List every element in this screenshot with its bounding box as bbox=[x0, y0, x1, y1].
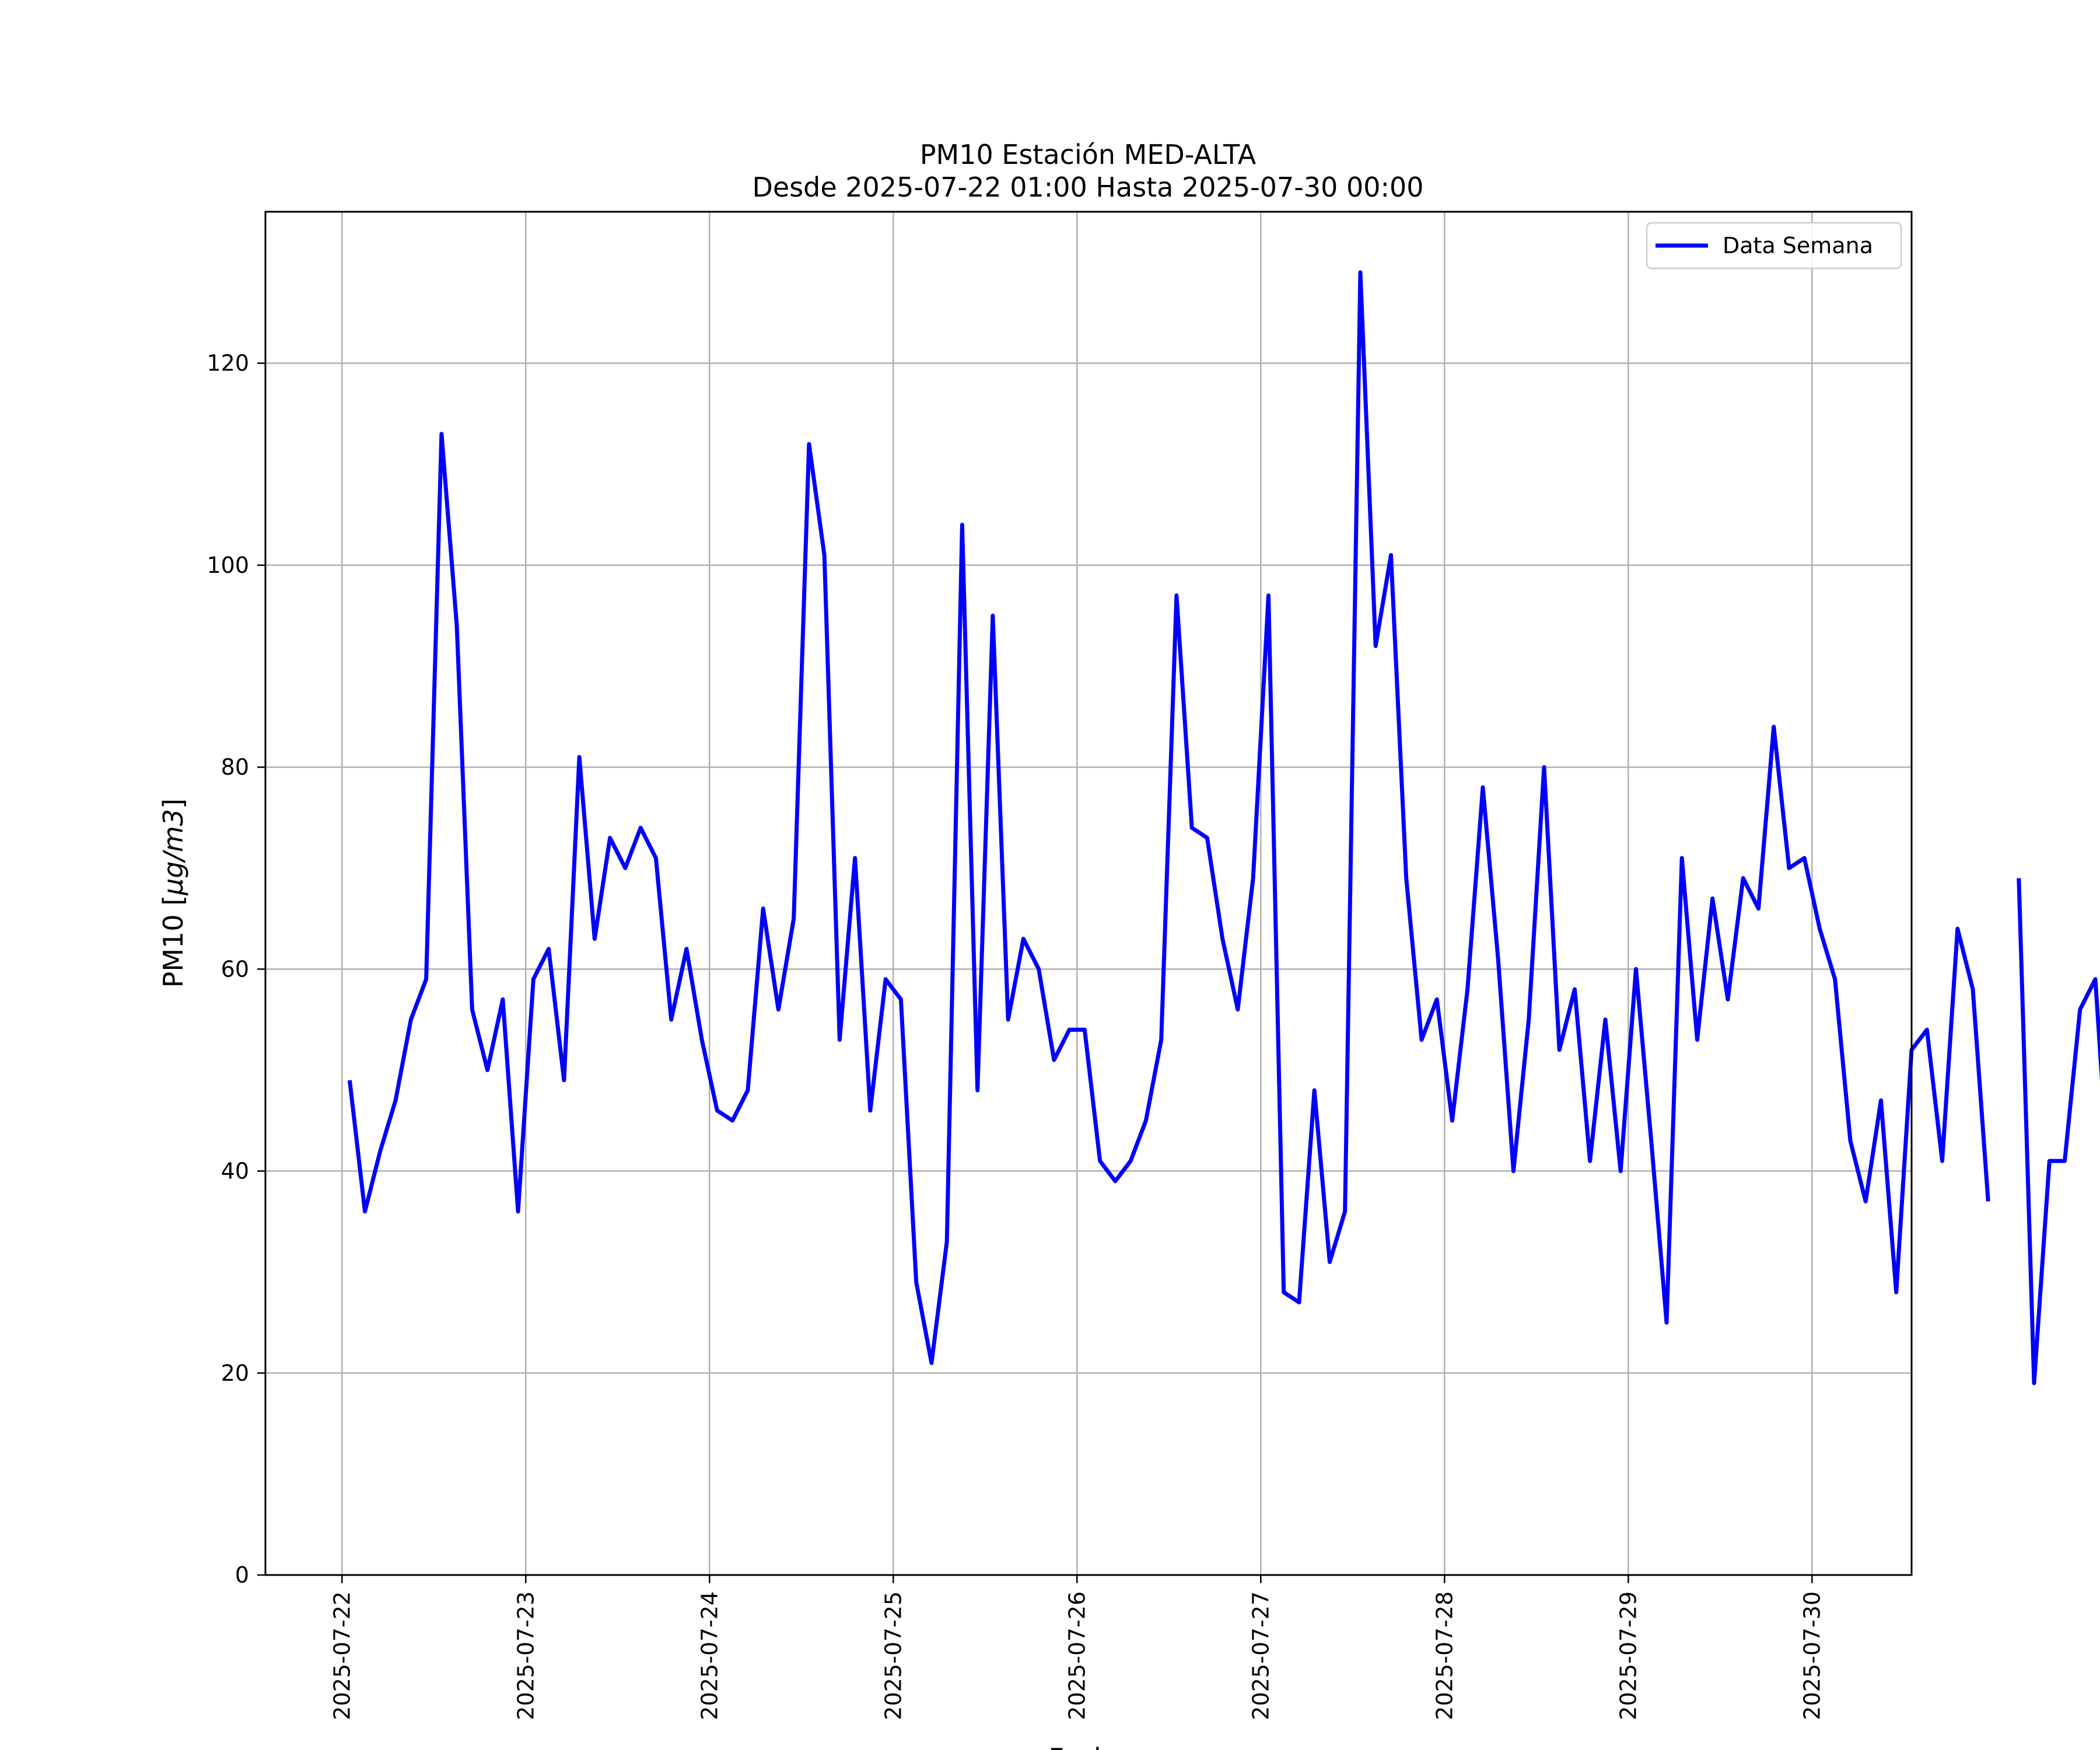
chart-subtitle: Desde 2025-07-22 01:00 Hasta 2025-07-30 … bbox=[752, 172, 1423, 203]
x-tick-label: 2025-07-28 bbox=[1432, 1591, 1457, 1720]
x-tick-label: 2025-07-24 bbox=[696, 1591, 722, 1720]
y-axis-label: PM10 [μg/m3] bbox=[158, 799, 189, 988]
legend: Data Semana bbox=[1646, 222, 1902, 270]
x-axis-label: Fecha bbox=[1049, 1742, 1128, 1750]
y-tick-label: 40 bbox=[221, 1158, 249, 1184]
legend-box bbox=[1646, 222, 1902, 270]
axis-ticks: 2025-07-22 2025-07-23 2025-07-24 2025-07-25… bbox=[206, 351, 1825, 1720]
x-tick-label: 2025-07-29 bbox=[1615, 1591, 1641, 1720]
y-axis-label-suffix: ] bbox=[158, 799, 189, 809]
y-tick-label: 20 bbox=[221, 1360, 249, 1386]
x-tick-label: 2025-07-26 bbox=[1064, 1591, 1090, 1720]
x-tick-label: 2025-07-23 bbox=[513, 1591, 538, 1720]
grid bbox=[265, 212, 1912, 1576]
x-tick-label: 2025-07-22 bbox=[329, 1591, 355, 1720]
x-tick-label: 2025-07-27 bbox=[1248, 1591, 1273, 1720]
chart-title: PM10 Estación MED-ALTA bbox=[920, 139, 1256, 170]
y-axis-label-unit: μg/m3 bbox=[158, 809, 189, 896]
y-tick-label: 100 bbox=[206, 552, 249, 578]
y-tick-label: 60 bbox=[221, 956, 249, 982]
x-tick-label: 2025-07-30 bbox=[1799, 1591, 1825, 1720]
series-line-data-semana bbox=[347, 270, 2100, 1385]
y-axis-label-prefix: PM10 [ bbox=[158, 895, 189, 988]
y-tick-label: 80 bbox=[221, 754, 249, 780]
x-tick-label: 2025-07-25 bbox=[880, 1591, 906, 1720]
y-tick-label: 0 bbox=[235, 1562, 249, 1588]
y-tick-label: 120 bbox=[206, 351, 249, 376]
plot-frame bbox=[264, 211, 1913, 1576]
legend-label-data-semana: Data Semana bbox=[1723, 233, 1873, 258]
